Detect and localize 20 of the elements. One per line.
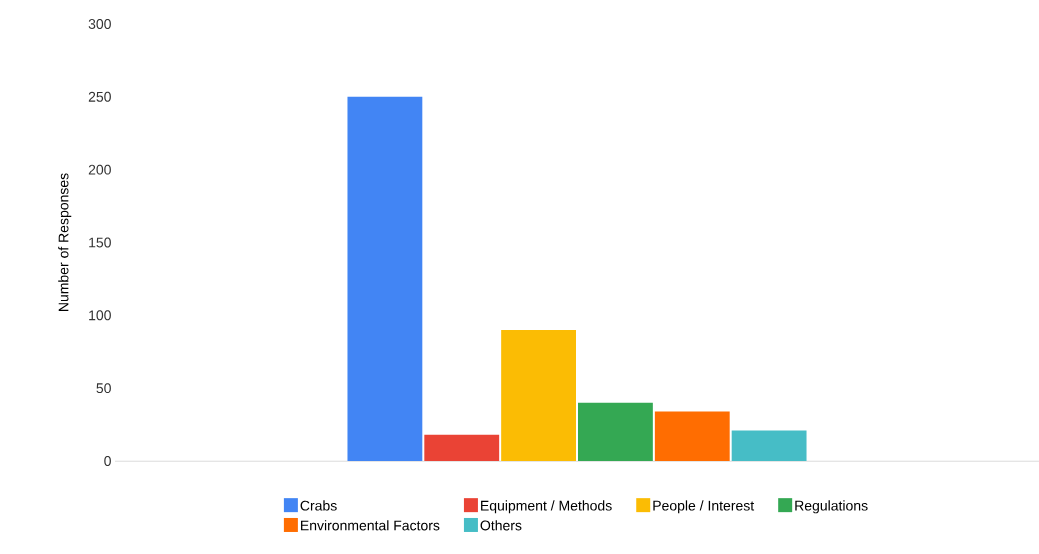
legend-label: Crabs	[300, 500, 337, 511]
y-tick-label: 50	[96, 383, 111, 394]
bar	[424, 434, 500, 461]
y-tick-label: 200	[88, 164, 111, 175]
y-axis-title: Number of Responses	[58, 173, 72, 311]
bar	[347, 96, 423, 461]
legend-label: People / Interest	[653, 500, 755, 514]
bar	[731, 430, 807, 461]
legend-label: Regulations	[795, 500, 868, 514]
y-tick-label: 0	[104, 456, 111, 466]
y-tick-label: 150	[89, 237, 111, 248]
y-tick-label: 300	[88, 19, 111, 29]
legend-label: Others	[480, 520, 522, 531]
bar	[654, 411, 730, 461]
y-tick-label: 100	[89, 310, 111, 321]
legend-label: Equipment / Methods	[481, 500, 612, 514]
legend-label: Environmental Factors	[301, 520, 440, 531]
y-tick-label: 250	[88, 91, 111, 102]
bar	[578, 402, 653, 461]
bar	[501, 329, 576, 461]
